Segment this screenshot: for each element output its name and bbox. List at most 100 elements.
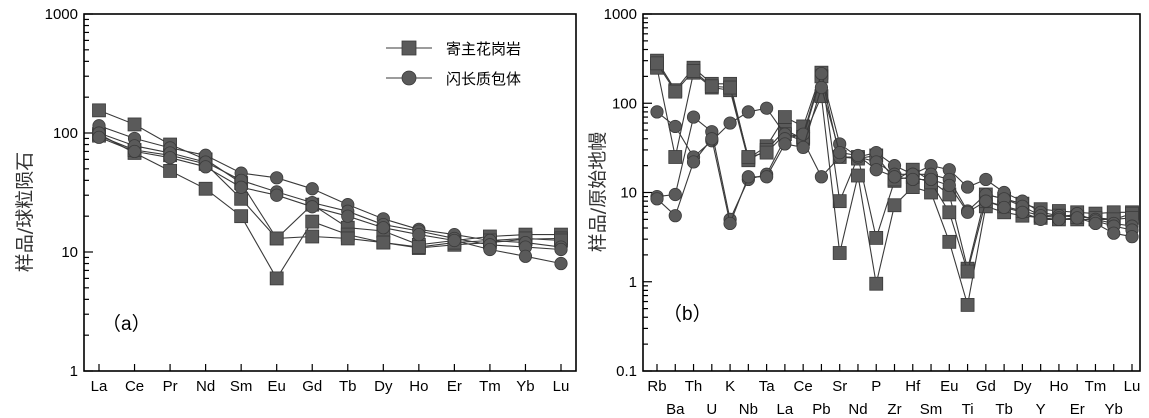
y-tick-label: 0.1 [616,363,637,380]
x-tick-label: Tb [995,401,1013,418]
data-point-square [376,235,391,250]
x-tick-label: Ce [125,378,144,395]
data-point-circle [199,160,213,174]
data-point-square [305,214,320,229]
data-point-circle [1107,226,1121,240]
data-point-circle [723,216,737,231]
data-point-circle [851,148,865,163]
data-point-circle [412,228,426,242]
x-tick-label: Pr [163,378,178,395]
x-tick-label: Ce [794,378,813,395]
data-point-circle [668,119,682,134]
x-tick-label: U [706,401,717,418]
data-point-square [942,234,957,249]
x-tick-label: Eu [268,378,286,395]
data-point-circle [723,116,737,130]
y-tick-label: 1000 [45,6,78,23]
x-tick-label: Nd [848,401,867,418]
data-point-circle [960,180,975,194]
data-point-circle [650,192,664,206]
data-point-square [92,103,106,118]
data-point-circle [1015,205,1029,219]
data-point-circle [979,172,993,187]
panel-a-x-axis: La Ce Pr Nd Sm Eu Gd Tb Dy Ho Er Tm Yb Lu [91,364,570,395]
data-point-square [686,64,701,78]
panel-a-plot-frame [83,13,577,372]
x-tick-label: Eu [940,378,958,395]
legend-dioritic-enclave-marker [401,70,417,86]
x-tick-label: Er [1070,401,1085,418]
x-tick-label: Ta [759,378,776,395]
data-point-square [887,198,902,213]
data-point-circle [483,242,497,257]
x-tick-label: Gd [976,378,996,395]
data-point-square [163,164,177,178]
data-point-circle [997,200,1011,215]
x-tick-label: Lu [553,378,570,395]
data-point-circle [906,172,920,187]
data-point-circle [92,130,106,144]
panel-b-series [650,53,1139,312]
data-point-circle [796,140,810,155]
panel-a-series [92,103,568,286]
data-point-circle [163,151,177,165]
data-point-circle [760,170,774,184]
y-tick-label: 10 [61,244,78,261]
data-point-circle [942,178,956,193]
data-point-square [668,84,683,99]
data-point-circle [833,145,847,160]
x-tick-label: Pb [812,401,830,418]
data-point-circle [1052,212,1066,226]
x-tick-label: Gd [302,378,322,395]
x-tick-label: La [91,378,108,395]
x-tick-label: Nb [739,401,758,418]
data-point-circle [686,110,701,124]
data-point-circle [447,233,461,248]
data-point-circle [1070,211,1084,225]
data-point-circle [887,170,902,184]
x-tick-label: Tb [339,378,357,395]
x-tick-label: Rb [647,378,666,395]
legend-host-granite-label: 寄主花岗岩 [446,40,521,58]
panel-b-x-axis: RbBaThUKNbTaLaCePbSrNdPZrHfSmEuTiGdTbDyY… [647,364,1140,418]
data-point-square [777,110,792,124]
data-point-square [269,231,284,246]
x-tick-label: Ho [1049,378,1068,395]
y-tick-label: 1 [70,363,78,380]
x-tick-label: Dy [374,378,393,395]
x-tick-label: Nd [196,378,215,395]
panel-a-y-axis: 1 10 100 1000 [45,6,93,380]
panel-a-label: （a） [102,313,151,335]
data-point-circle [760,101,774,115]
data-point-circle [814,80,829,95]
x-tick-label: Sm [920,401,943,418]
data-point-circle [305,200,319,214]
data-point-square [305,229,320,244]
data-point-circle [234,180,248,194]
x-tick-label: Yb [516,378,534,395]
data-point-circle [869,163,883,177]
x-tick-label: Hf [905,378,921,395]
data-point-circle [376,221,390,235]
y-tick-label: 1000 [604,6,637,23]
data-point-circle [960,205,975,219]
y-tick-label: 100 [612,95,637,112]
x-tick-label: Ba [666,401,685,418]
data-point-circle [305,182,319,196]
panel-a-y-axis-label: 样品/球粒陨石 [14,152,36,272]
data-point-circle [554,256,568,271]
data-point-square [269,271,284,286]
data-point-square [942,205,957,220]
x-tick-label: Tm [1085,378,1107,395]
data-point-square [704,79,719,94]
series-5 [650,80,1139,244]
data-point-square [869,276,884,291]
x-tick-label: Sr [832,378,847,395]
legend: 寄主花岗岩 闪长质包体 [386,40,521,88]
data-point-square [832,246,847,260]
data-point-square [198,181,213,196]
data-point-circle [518,249,533,263]
data-point-circle [814,170,829,184]
